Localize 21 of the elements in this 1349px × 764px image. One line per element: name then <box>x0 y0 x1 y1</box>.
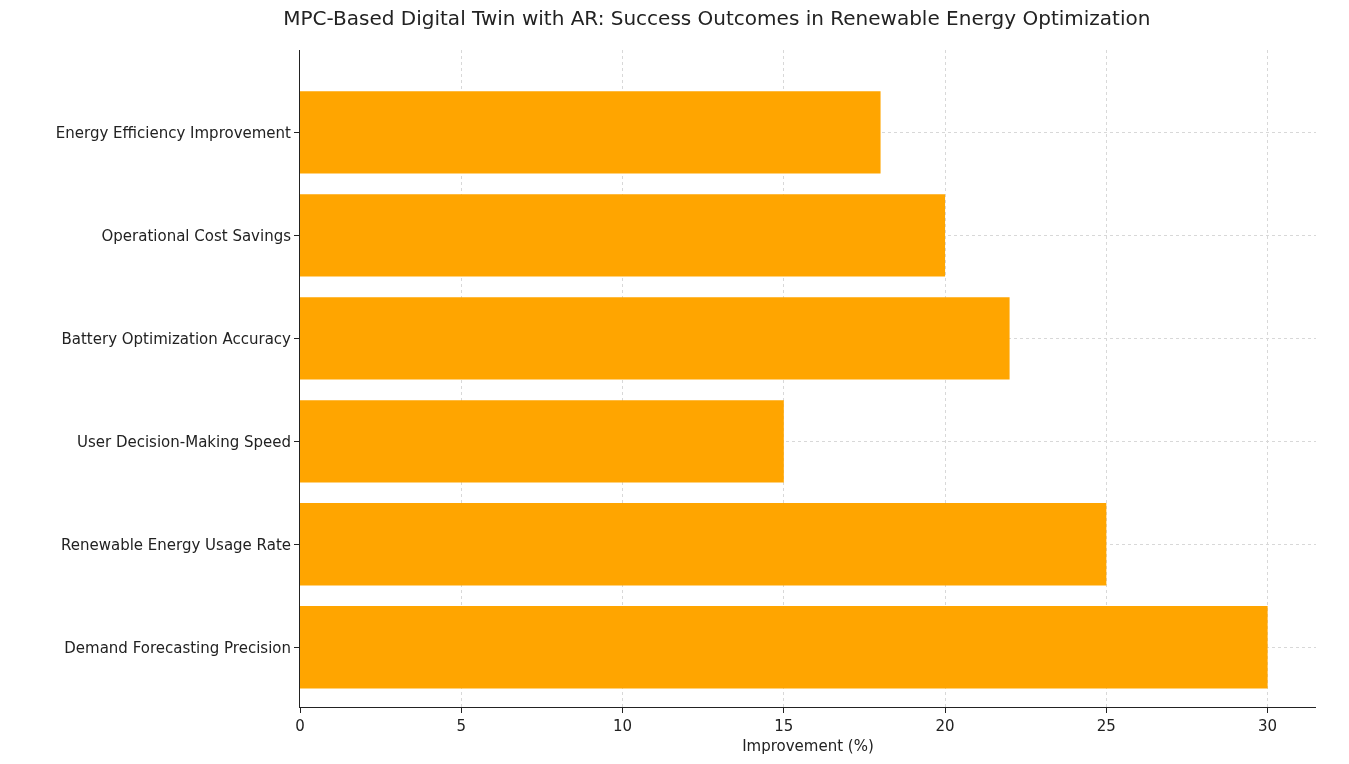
bar <box>300 400 784 483</box>
y-tick-label: User Decision-Making Speed <box>76 432 291 451</box>
x-axis-title: Improvement (%) <box>742 737 874 755</box>
bar <box>300 503 1107 586</box>
x-tick-label: 15 <box>774 717 794 735</box>
bar <box>300 91 881 174</box>
bar <box>300 194 946 277</box>
y-tick-label: Energy Efficiency Improvement <box>55 123 292 142</box>
x-tick-label: 20 <box>935 717 955 735</box>
y-tick-label: Demand Forecasting Precision <box>64 638 291 657</box>
bar <box>300 297 1010 380</box>
x-tick-label: 5 <box>456 717 467 735</box>
x-tick-label: 30 <box>1258 717 1278 735</box>
x-tick-label: 10 <box>612 717 633 735</box>
y-tick-label: Renewable Energy Usage Rate <box>60 535 291 554</box>
y-tick-label: Operational Cost Savings <box>101 226 292 245</box>
x-tick-label: 0 <box>295 717 305 735</box>
y-tick-label: Battery Optimization Accuracy <box>61 329 292 348</box>
x-tick-label: 25 <box>1096 717 1116 735</box>
bar <box>300 606 1268 689</box>
chart-title: MPC-Based Digital Twin with AR: Success Outcomes in Renewable Energy Optimization <box>283 6 1151 31</box>
